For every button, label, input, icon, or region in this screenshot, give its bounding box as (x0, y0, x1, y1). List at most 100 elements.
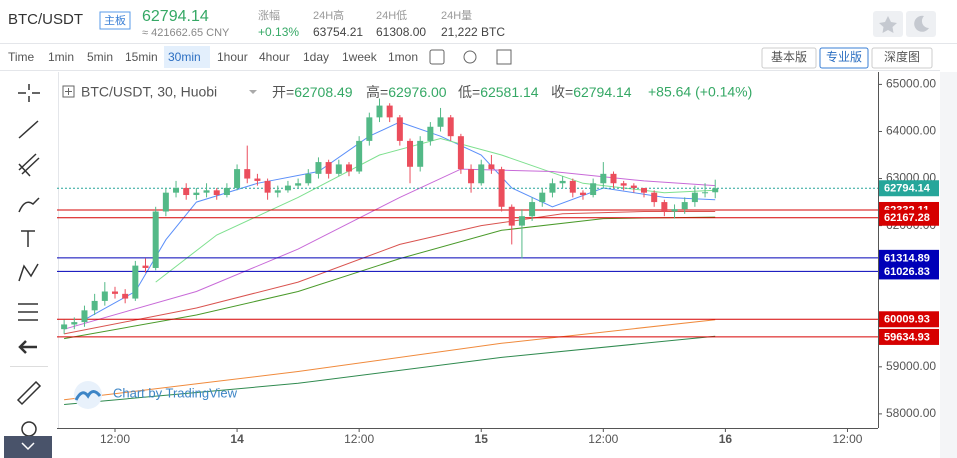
candle-body (356, 140, 363, 172)
interval-button[interactable]: 1week (342, 50, 378, 64)
left-border (58, 72, 59, 428)
legend-toggle[interactable] (62, 85, 75, 98)
board: 主板 (104, 13, 126, 27)
candle-body (437, 117, 444, 127)
candle-body (386, 105, 393, 118)
price-level-tag (879, 328, 939, 345)
header (0, 0, 957, 43)
price-level-label: 62167.28 (884, 212, 930, 224)
stat-value: 21,222 BTC (441, 25, 505, 39)
price-level-tag (879, 263, 939, 280)
trend-line-tool[interactable] (18, 120, 39, 139)
pattern-tool[interactable] (18, 263, 39, 282)
candle-body (61, 324, 68, 330)
legend-item: 低=62581.14 (458, 84, 539, 100)
price-level-tag (879, 209, 939, 226)
board-badge (99, 11, 131, 30)
view-button[interactable] (819, 47, 869, 69)
screenshot-icon[interactable] (496, 49, 512, 65)
settings-icon[interactable] (463, 50, 477, 64)
scrollbar[interactable] (940, 72, 957, 458)
interval-button[interactable]: 15min (125, 50, 158, 64)
candle-body (152, 211, 159, 268)
candle-body (549, 183, 556, 193)
text-tool[interactable] (21, 230, 35, 247)
stat-label: 24H低 (376, 9, 407, 22)
candle-body (71, 322, 78, 325)
legend-item: 高=62976.00 (366, 84, 447, 100)
candle-body (427, 126, 434, 141)
candle-body (539, 192, 546, 203)
candle-body (641, 187, 648, 193)
plot: 58000.0059000.0060000.0061000.0062000.00… (57, 77, 939, 446)
candle-body (213, 190, 220, 196)
view-button[interactable] (761, 47, 817, 69)
interval-button[interactable]: 1hour (217, 50, 248, 64)
view-label[interactable]: 基本版 (771, 50, 807, 64)
candle-body (325, 162, 332, 174)
collapse-button[interactable] (4, 436, 52, 458)
candle-body (173, 187, 180, 193)
price-level-label: 61314.89 (884, 252, 930, 264)
x-tick-label: 15 (475, 432, 489, 446)
pitchfork-tool[interactable] (18, 153, 40, 177)
candle-body (590, 183, 597, 196)
interval-button[interactable]: 4hour (259, 50, 290, 64)
candle-body (111, 291, 118, 294)
candle-body (681, 202, 688, 210)
fib-tool[interactable] (18, 303, 38, 321)
indicator-icon[interactable] (429, 49, 445, 65)
price-level-label: 61026.83 (884, 266, 930, 278)
plus-icon (65, 88, 72, 95)
candle-body (661, 202, 668, 212)
tv-logo-mark (74, 390, 102, 401)
interval-button[interactable]: 5min (87, 50, 113, 64)
y-tick-label: 64000.00 (886, 124, 936, 138)
candle-body (264, 180, 271, 193)
view-label[interactable]: 深度图 (884, 49, 920, 64)
interval-button[interactable]: 1mon (388, 50, 418, 64)
back-tool[interactable] (18, 340, 37, 354)
legend-label: 收= (551, 84, 573, 100)
star-icon (879, 16, 897, 33)
legend-label: 开= (272, 84, 294, 100)
view-button[interactable] (871, 47, 933, 69)
candle-body (162, 192, 169, 212)
candle-body (600, 173, 607, 184)
candle-body (335, 164, 342, 174)
candle-body (651, 192, 658, 203)
candle-body (488, 164, 495, 170)
change: +85.64 (+0.14%) (648, 84, 752, 100)
dropdown-icon[interactable] (249, 90, 257, 94)
legend-label: 高= (366, 84, 388, 100)
candle-body (244, 169, 251, 179)
candle-body (468, 169, 475, 184)
candle-body (305, 173, 312, 184)
candle-body (508, 206, 515, 226)
candle-body (132, 265, 139, 299)
ruler-tool[interactable] (16, 380, 42, 406)
moving-average (63, 168, 716, 330)
ohlc-legend: 开=62708.49 高=62976.00 低=62581.14 收=62794.14 (272, 84, 632, 100)
candle-body (81, 310, 88, 323)
price-level-label: 59634.93 (884, 331, 930, 343)
view-label[interactable]: 专业版 (826, 49, 862, 64)
crosshair-tool[interactable] (18, 84, 40, 102)
brush-tool[interactable] (18, 197, 40, 213)
candle-body (183, 187, 190, 196)
price-level-label: 62794.14 (884, 183, 931, 195)
x-tick-label: 12:00 (344, 432, 374, 446)
interval-button[interactable]: 1min (48, 50, 74, 64)
interval-button[interactable]: 1day (303, 50, 329, 64)
candle-body (376, 105, 383, 118)
price-level-tag (879, 180, 939, 197)
chevron (21, 442, 35, 451)
candle-body (702, 192, 709, 194)
interval-button[interactable]: 30min (168, 50, 201, 64)
candle-body (407, 140, 414, 167)
legend-value: 62708.49 (294, 84, 353, 100)
moving-average (64, 216, 716, 340)
moving-average (64, 211, 716, 335)
candle-body (579, 192, 586, 196)
